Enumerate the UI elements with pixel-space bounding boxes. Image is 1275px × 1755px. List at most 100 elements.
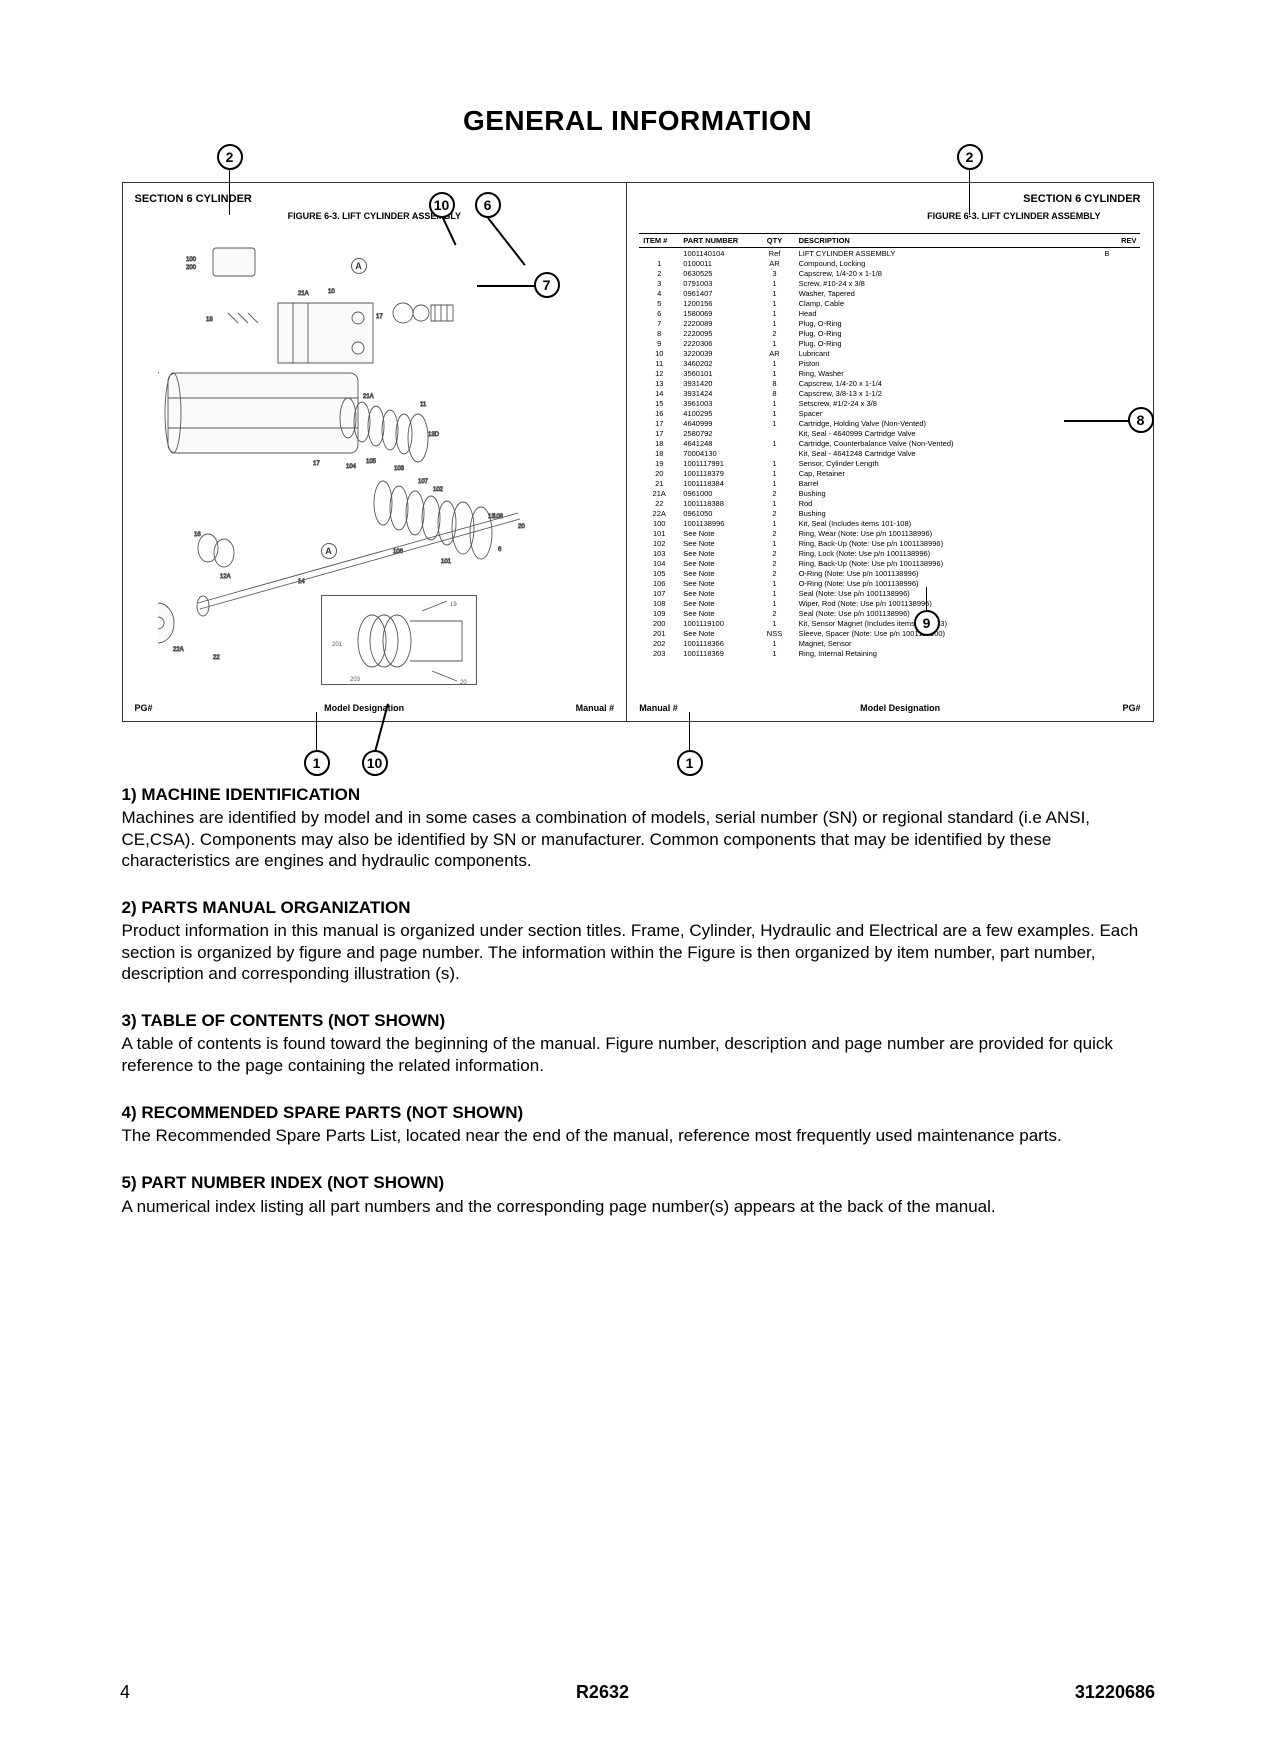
table-cell: 1: [754, 358, 794, 368]
table-cell: 1580069: [679, 308, 754, 318]
table-cell: Ref: [754, 248, 794, 259]
table-row: 2110011183841Barrel: [639, 478, 1140, 488]
table-cell: [754, 428, 794, 438]
table-cell: 1: [754, 648, 794, 658]
table-column-header: DESCRIPTION: [795, 234, 1101, 248]
table-cell: [1100, 588, 1140, 598]
table-row: 101See Note2Ring, Wear (Note: Use p/n 10…: [639, 528, 1140, 538]
table-cell: O-Ring (Note: Use p/n 1001138996): [795, 578, 1101, 588]
table-cell: [1100, 458, 1140, 468]
table-row: 104See Note2Ring, Back-Up (Note: Use p/n…: [639, 558, 1140, 568]
table-cell: See Note: [679, 588, 754, 598]
table-cell: [1100, 378, 1140, 388]
table-row: 1641002951Spacer: [639, 408, 1140, 418]
table-cell: 1200156: [679, 298, 754, 308]
table-cell: 9: [639, 338, 679, 348]
section-paragraph: A table of contents is found toward the …: [122, 1033, 1154, 1076]
section-paragraph: The Recommended Spare Parts List, locate…: [122, 1125, 1154, 1146]
table-cell: 0961050: [679, 508, 754, 518]
table-cell: 17: [639, 418, 679, 428]
table-cell: 1: [754, 298, 794, 308]
callout-2-left: 2: [217, 144, 243, 170]
table-cell: [1100, 598, 1140, 608]
table-cell: 20: [639, 468, 679, 478]
callout-10-top: 10: [429, 192, 455, 218]
svg-text:20: 20: [460, 680, 467, 686]
table-cell: 21: [639, 478, 679, 488]
callout-lead: [969, 170, 971, 215]
table-cell: Sleeve, Spacer (Note: Use p/n 1001119100…: [795, 628, 1101, 638]
table-cell: [1100, 578, 1140, 588]
svg-text:200: 200: [186, 265, 197, 271]
table-cell: 1: [754, 288, 794, 298]
diagram-panels: SECTION 6 CYLINDER FIGURE 6-3. LIFT CYLI…: [122, 182, 1154, 722]
table-cell: 3931420: [679, 378, 754, 388]
table-column-header: REV: [1100, 234, 1140, 248]
table-cell: 1001118366: [679, 638, 754, 648]
callout-lead: [477, 285, 535, 287]
table-cell: 1001118369: [679, 648, 754, 658]
table-cell: [1100, 258, 1140, 268]
table-cell: [1100, 448, 1140, 458]
table-cell: [1100, 358, 1140, 368]
svg-text:102: 102: [433, 487, 444, 493]
table-row: 172580792Kit, Seal - 4640999 Cartridge V…: [639, 428, 1140, 438]
table-cell: 1: [754, 368, 794, 378]
table-cell: 202: [639, 638, 679, 648]
table-cell: [1100, 388, 1140, 398]
table-cell: Screw, #10-24 x 3/8: [795, 278, 1101, 288]
diagram-container: 2 2 10 6 7 8 9 1 10 1 SECTION 6 CYLINDER…: [122, 182, 1154, 722]
table-cell: 7: [639, 318, 679, 328]
table-cell: 1: [754, 308, 794, 318]
table-cell: Setscrew, #1/2-24 x 3/8: [795, 398, 1101, 408]
panel-right-header: SECTION 6 CYLINDER: [639, 193, 1140, 205]
table-cell: [1100, 348, 1140, 358]
table-cell: Capscrew, 1/4-20 x 1-1/8: [795, 268, 1101, 278]
table-cell: 1001118388: [679, 498, 754, 508]
svg-text:100: 100: [186, 257, 197, 263]
table-cell: O-Ring (Note: Use p/n 1001138996): [795, 568, 1101, 578]
table-cell: Kit, Seal - 4640999 Cartridge Valve: [795, 428, 1101, 438]
table-cell: 15: [639, 398, 679, 408]
table-cell: 0100011: [679, 258, 754, 268]
svg-text:17: 17: [313, 461, 320, 467]
table-cell: 2: [754, 528, 794, 538]
table-cell: 1: [754, 458, 794, 468]
table-cell: 203: [639, 648, 679, 658]
footer-pg-r: PG#: [1122, 703, 1140, 713]
table-cell: Rod: [795, 498, 1101, 508]
table-cell: Head: [795, 308, 1101, 318]
table-cell: Plug, O-Ring: [795, 318, 1101, 328]
table-cell: 12: [639, 368, 679, 378]
table-cell: NSS: [754, 628, 794, 638]
svg-text:12A: 12A: [220, 574, 231, 580]
table-cell: 70004130: [679, 448, 754, 458]
table-cell: See Note: [679, 608, 754, 618]
svg-text:18: 18: [206, 317, 213, 323]
table-cell: [1100, 318, 1140, 328]
table-cell: 106: [639, 578, 679, 588]
table-cell: Clamp, Cable: [795, 298, 1101, 308]
svg-text:11: 11: [420, 402, 427, 408]
table-cell: Kit, Seal (Includes items 101-108): [795, 518, 1101, 528]
table-cell: 2580792: [679, 428, 754, 438]
table-cell: [1100, 298, 1140, 308]
table-cell: 2220095: [679, 328, 754, 338]
svg-text:14: 14: [298, 579, 305, 585]
section-heading: 2) PARTS MANUAL ORGANIZATION: [122, 897, 1154, 918]
model-number: R2632: [576, 1682, 629, 1703]
table-cell: [639, 248, 679, 259]
table-cell: [1100, 508, 1140, 518]
table-cell: 21A: [639, 488, 679, 498]
table-cell: [1100, 648, 1140, 658]
table-cell: Compound, Locking: [795, 258, 1101, 268]
svg-text:16: 16: [194, 532, 201, 538]
table-cell: 0791003: [679, 278, 754, 288]
table-cell: 101: [639, 528, 679, 538]
svg-text:101: 101: [441, 559, 452, 565]
table-column-header: ITEM #: [639, 234, 679, 248]
table-row: 102See Note1Ring, Back-Up (Note: Use p/n…: [639, 538, 1140, 548]
table-row: 1846412481Cartridge, Counterbalance Valv…: [639, 438, 1140, 448]
table-cell: 14: [639, 388, 679, 398]
table-row: 108See Note1Wiper, Rod (Note: Use p/n 10…: [639, 598, 1140, 608]
